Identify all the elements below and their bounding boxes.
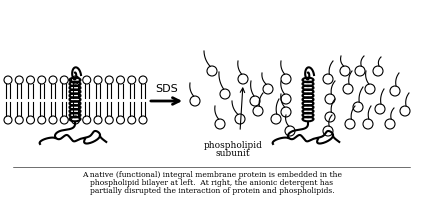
Text: subunit: subunit — [216, 149, 250, 158]
Text: SDS: SDS — [155, 84, 178, 94]
Text: phospholipid bilayer at left.  At right, the anionic detergent has: phospholipid bilayer at left. At right, … — [91, 179, 334, 187]
Text: A native (functional) integral membrane protein is embedded in the: A native (functional) integral membrane … — [82, 171, 342, 179]
Text: partially disrupted the interaction of protein and phospholipids.: partially disrupted the interaction of p… — [90, 187, 334, 195]
Text: phospholipid: phospholipid — [203, 141, 262, 150]
